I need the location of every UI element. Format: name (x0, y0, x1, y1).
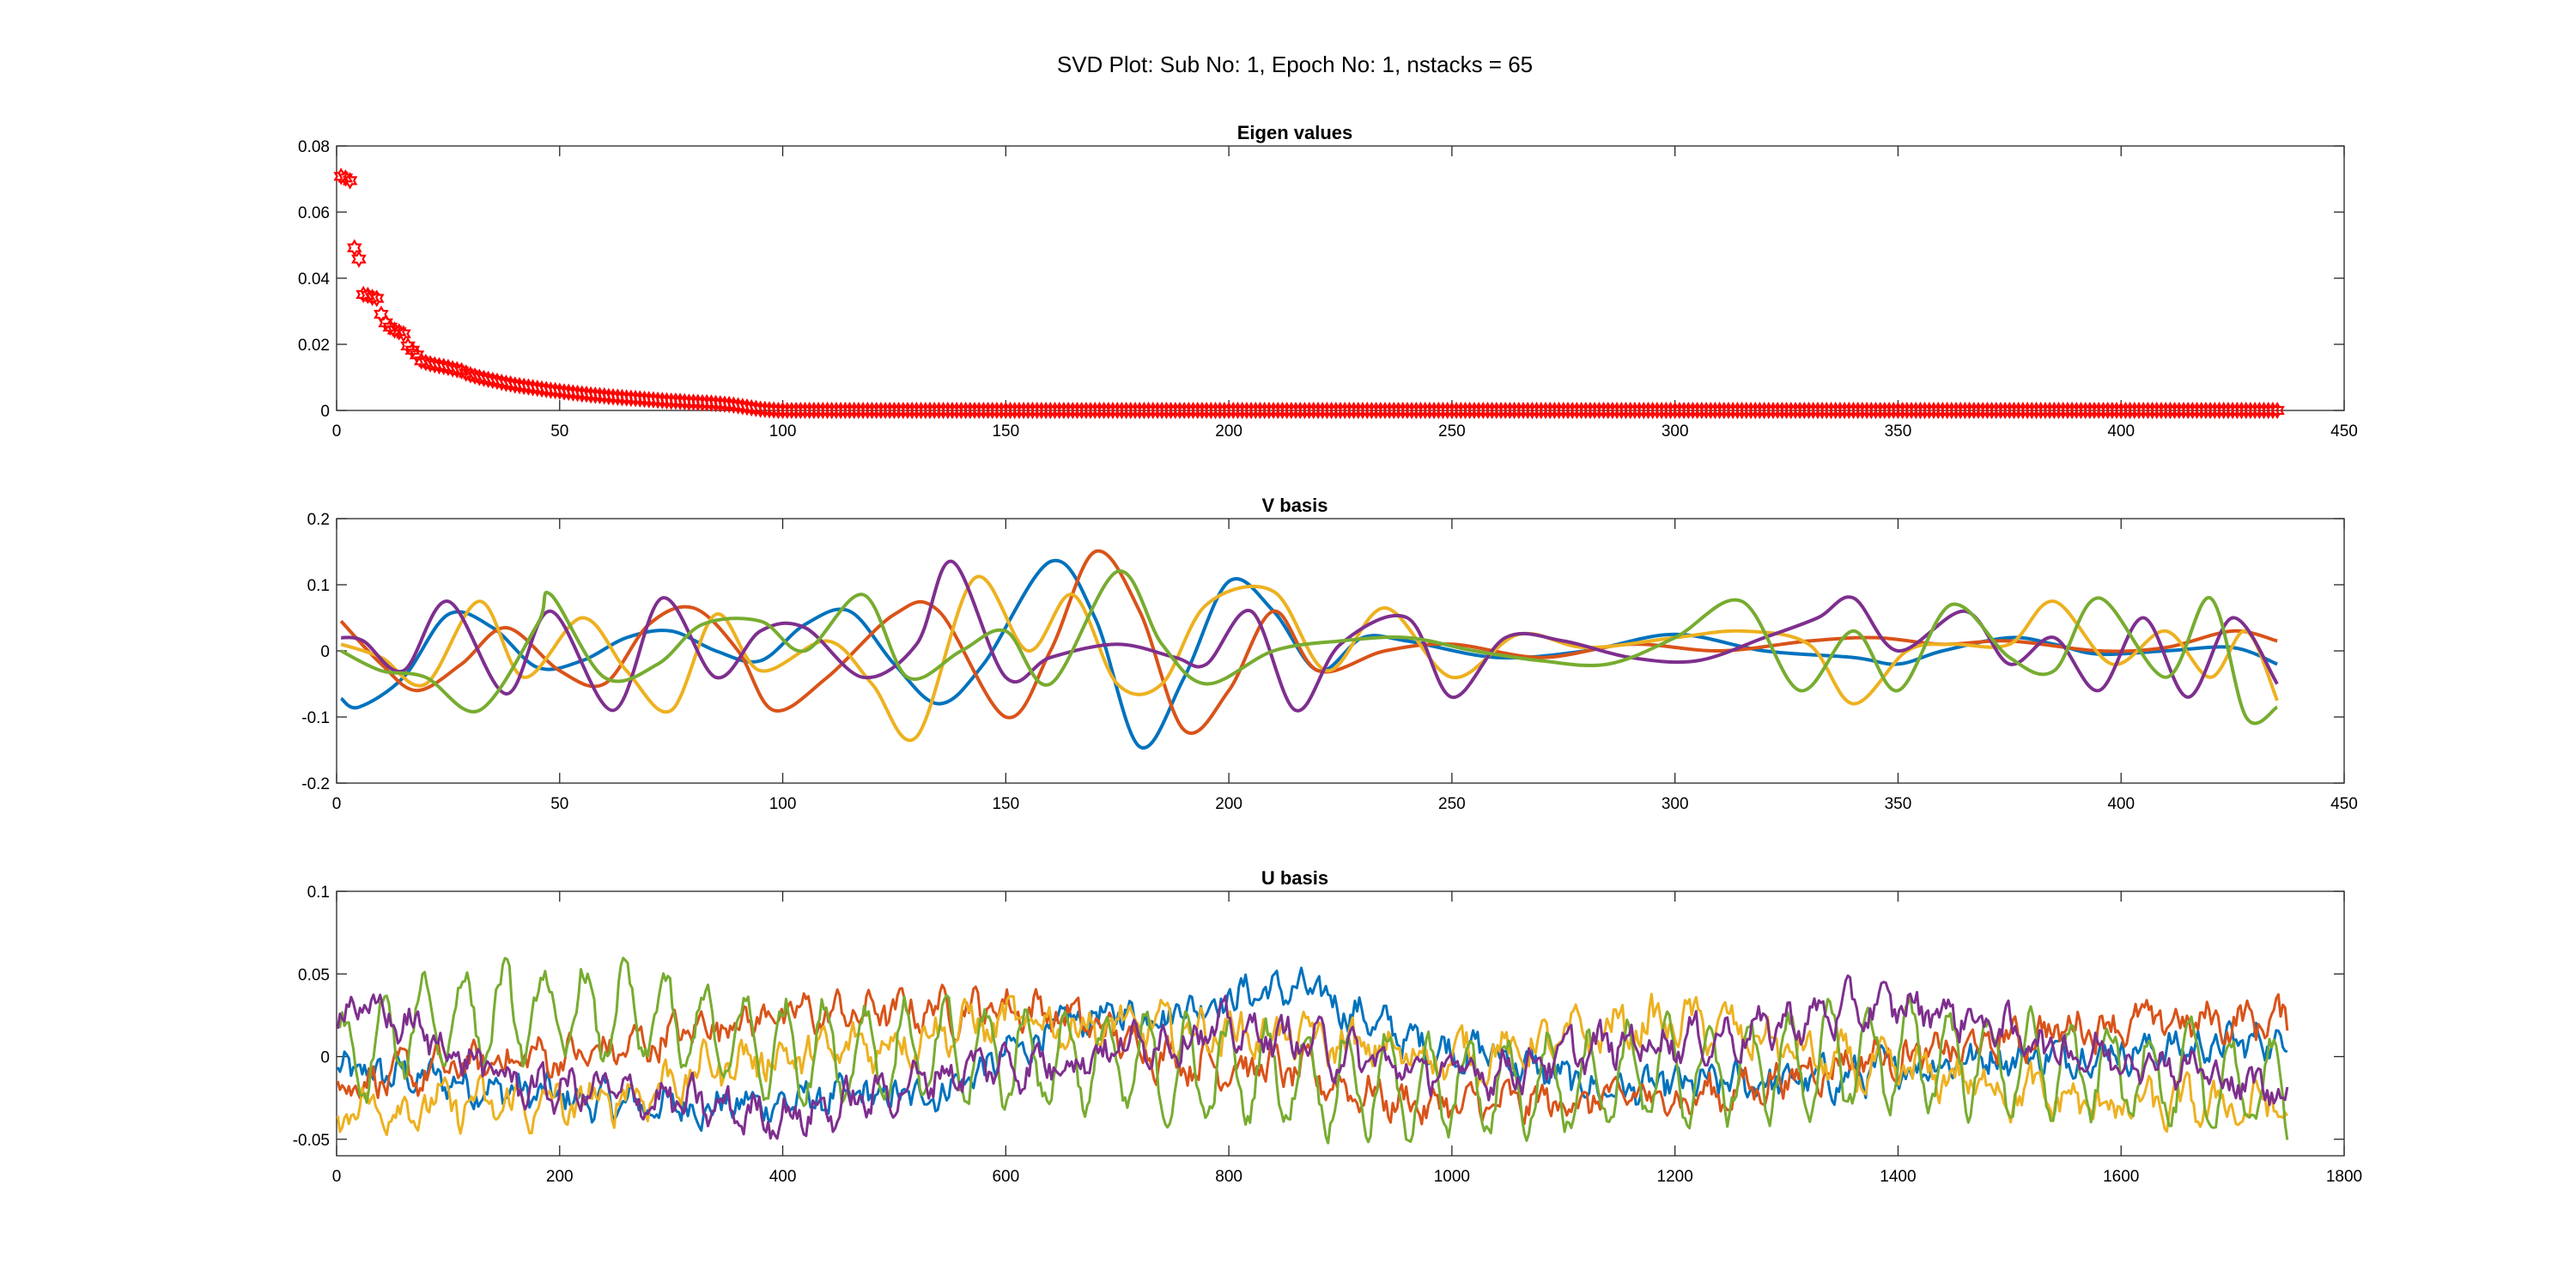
eigen-xtick-label: 150 (992, 422, 1019, 440)
v-basis-ytick-label: -0.1 (301, 709, 330, 727)
v-basis-axes: V basis 0 50 100 150 200 250 300 350 400 450 -0.2 -… (301, 495, 2358, 813)
v-basis-xtick-label: 200 (1215, 795, 1242, 813)
eigen-xtick-label: 350 (1885, 422, 1912, 440)
v-basis-xtick-label: 400 (2107, 795, 2135, 813)
v-basis-line-5 (340, 569, 2279, 726)
v-basis-ytick-label: 0.1 (307, 577, 330, 595)
eigen-xtick-label: 450 (2330, 422, 2358, 440)
u-basis-xtick-label: 1000 (1434, 1168, 1470, 1186)
eigen-xtick-label: 50 (550, 422, 568, 440)
eigen-ytick-label: 0.04 (298, 270, 330, 289)
figure-title: SVD Plot: Sub No: 1, Epoch No: 1, nstack… (1057, 52, 1533, 77)
u-basis-xtick-label: 800 (1215, 1168, 1242, 1186)
u-basis-line-5 (337, 957, 2289, 1145)
eigen-ytick-label: 0.06 (298, 204, 330, 222)
u-basis-ytick-label: 0.05 (298, 966, 330, 984)
v-basis-title: V basis (1261, 495, 1327, 516)
u-basis-xtick-label: 1600 (2103, 1168, 2139, 1186)
v-basis-xtick-label: 150 (992, 795, 1019, 813)
v-basis-xtick-label: 350 (1885, 795, 1912, 813)
v-basis-xtick-label: 100 (769, 795, 797, 813)
u-basis-line-4 (337, 974, 2289, 1140)
u-basis-ytick-label: 0 (320, 1049, 330, 1067)
v-basis-xtick-label: 450 (2330, 795, 2358, 813)
eigen-ytick-label: 0.08 (298, 138, 330, 156)
eigen-xtick-label: 250 (1438, 422, 1466, 440)
v-basis-plot-area (336, 518, 2345, 784)
u-basis-ytick-label: -0.05 (293, 1132, 330, 1150)
u-basis-xtick-label: 600 (992, 1168, 1019, 1186)
u-basis-xtick-label: 1800 (2326, 1168, 2362, 1186)
v-basis-ytick-label: 0.2 (307, 511, 330, 529)
eigen-ytick-label: 0 (320, 403, 330, 421)
eigen-value-point (342, 172, 358, 190)
u-basis-xtick-label: 200 (546, 1168, 574, 1186)
v-basis-xtick-label: 50 (550, 795, 568, 813)
eigen-xtick-label: 0 (332, 422, 342, 440)
v-basis-ytick-label: 0 (320, 643, 330, 661)
u-basis-title: U basis (1261, 867, 1328, 889)
eigen-value-point (368, 289, 385, 307)
u-basis-xtick-label: 0 (332, 1168, 342, 1186)
eigen-xtick-label: 100 (769, 422, 797, 440)
eigen-value-point (2269, 401, 2285, 420)
v-basis-line-4 (340, 559, 2279, 713)
u-basis-xtick-label: 400 (769, 1168, 797, 1186)
v-basis-xtick-label: 0 (332, 795, 342, 813)
v-basis-xtick-label: 250 (1438, 795, 1466, 813)
u-basis-xtick-label: 1200 (1657, 1168, 1693, 1186)
eigen-value-point (396, 325, 411, 343)
v-basis-line-2 (339, 549, 2278, 735)
eigen-values-title: Eigen values (1237, 122, 1353, 143)
v-basis-ytick-label: -0.2 (301, 775, 330, 793)
u-basis-axes: U basis 0 200 400 600 800 1000 1200 1400 1600 180… (293, 867, 2362, 1186)
eigen-xtick-label: 300 (1662, 422, 1689, 440)
v-basis-xtick-label: 300 (1662, 795, 1689, 813)
eigen-values-axes: Eigen values 0 50 100 150 200 250 300 350 400 450… (298, 122, 2358, 440)
u-basis-ytick-label: 0.1 (307, 884, 330, 902)
u-basis-xtick-label: 1400 (1880, 1168, 1916, 1186)
eigen-plot-area (336, 145, 2345, 411)
eigen-value-point (351, 250, 367, 268)
v-basis-line-3 (340, 574, 2279, 742)
eigen-xtick-label: 200 (1215, 422, 1242, 440)
eigen-value-markers (333, 167, 2285, 420)
eigen-ytick-label: 0.02 (298, 337, 330, 355)
eigen-xtick-label: 400 (2107, 422, 2135, 440)
